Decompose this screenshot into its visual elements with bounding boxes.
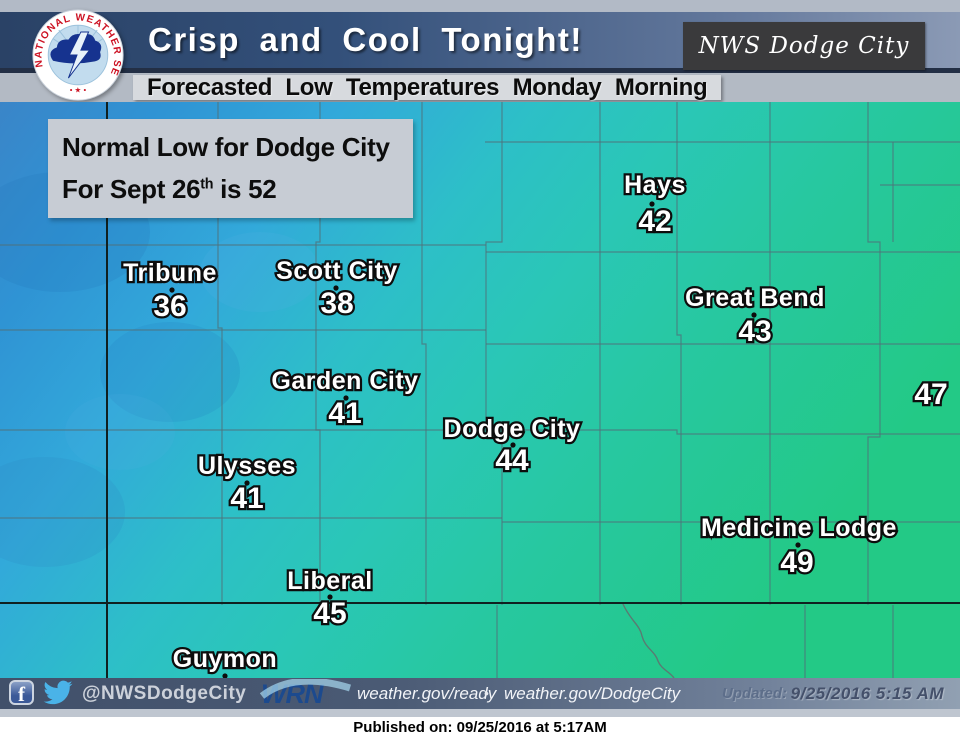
city-dot [244, 480, 250, 486]
updated-timestamp: 9/25/2016 5:15 AM [790, 684, 944, 703]
wrn-logo: WRN [260, 679, 352, 708]
city-temp: 42 [638, 205, 671, 238]
info-line1: Normal Low for Dodge City [62, 132, 390, 162]
city-great-bend: Great Bend 43 [683, 282, 827, 351]
city-scott-city: Scott City 38 [274, 255, 400, 323]
city-label: Scott City [276, 257, 398, 285]
subtitle-band: Forecasted Low Temperatures Monday Morni… [0, 73, 960, 102]
city-label: Hays [624, 171, 686, 199]
published-line: Published on: 09/25/2016 at 5:17AM [0, 717, 960, 740]
city-dot [327, 594, 333, 600]
city-ulysses: Ulysses 41 [196, 450, 298, 518]
city-temp: 45 [313, 597, 346, 630]
city-label: Medicine Lodge [701, 514, 897, 542]
city-label: Dodge City [444, 415, 581, 443]
county-lines [0, 102, 960, 678]
facebook-icon[interactable]: f [9, 680, 34, 706]
city-label: Liberal [287, 567, 372, 595]
city-temp: 41 [328, 397, 361, 430]
city-dot [649, 201, 655, 207]
temperature-map: Hays 42 Tribune 36 Scott City 38 Great B… [0, 102, 960, 678]
city-dot [169, 287, 175, 293]
city-dodge-city: Dodge City 44 [441, 413, 582, 480]
info-line2: For Sept 26th is 52 [62, 173, 277, 204]
top-strip [0, 0, 960, 12]
normal-low-info-box: Normal Low for Dodge City For Sept 26th … [48, 119, 413, 218]
nws-logo: NATIONAL WEATHER SERVICE • ★ • [26, 0, 126, 103]
city-label: Ulysses [198, 452, 296, 480]
city-guymon: Guymon [171, 643, 279, 678]
city-temp: 38 [320, 287, 353, 320]
city-tribune: Tribune 36 [121, 257, 219, 326]
city-dot [751, 312, 757, 318]
logo-ring-stars: • ★ • [70, 85, 87, 94]
east-edge-temp: 47 [914, 378, 947, 411]
office-badge: NWS Dodge City [683, 22, 925, 70]
page-title: Crisp and Cool Tonight! [148, 21, 583, 58]
city-label: Garden City [271, 367, 418, 395]
link-weather-gov-ready[interactable]: weather.gov/ready [357, 684, 497, 703]
city-label: Tribune [123, 259, 217, 287]
lightning-icon [67, 31, 91, 79]
city-hays: Hays 42 [622, 169, 688, 241]
footer-bar: f @NWSDodgeCity WRN weather.gov/ready • … [0, 678, 960, 709]
city-garden-city: Garden City 41 [269, 365, 420, 433]
city-medicine-lodge: Medicine Lodge 49 [699, 512, 899, 582]
city-temp: 49 [780, 546, 813, 579]
city-temp: 36 [153, 290, 186, 323]
city-liberal: Liberal 45 [285, 565, 374, 633]
city-dot [222, 673, 228, 678]
river-line [622, 603, 675, 678]
city-temp: 41 [230, 482, 263, 515]
city-label: Great Bend [685, 284, 825, 312]
updated-label: Updated: [722, 685, 787, 702]
city-dot [795, 542, 801, 548]
city-dot [333, 285, 339, 291]
link-weather-gov-dodgecity[interactable]: weather.gov/DodgeCity [504, 684, 681, 703]
subtitle: Forecasted Low Temperatures Monday Morni… [133, 75, 722, 100]
twitter-icon[interactable] [42, 680, 74, 707]
city-label: Guymon [173, 645, 277, 673]
city-dot [343, 395, 349, 401]
city-temp: 43 [738, 315, 771, 348]
city-dot [510, 442, 516, 448]
bottom-strip [0, 709, 960, 717]
link-separator-dot: • [484, 685, 489, 701]
twitter-handle[interactable]: @NWSDodgeCity [82, 683, 247, 704]
city-temp: 44 [495, 444, 529, 477]
